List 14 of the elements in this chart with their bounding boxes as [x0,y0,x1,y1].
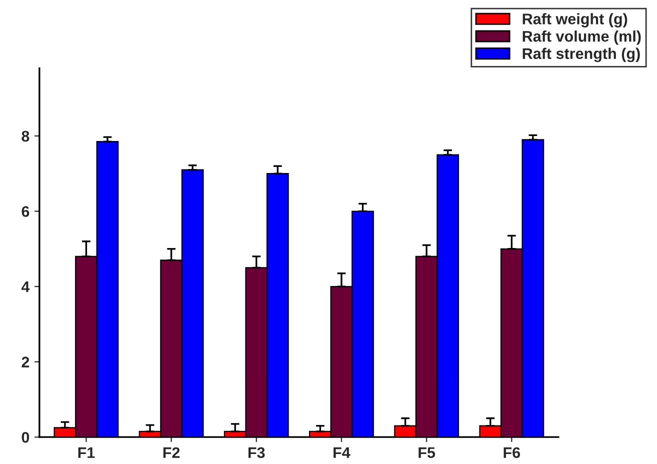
y-tick-label: 4 [21,282,30,292]
x-tick-label: F6 [504,447,520,458]
y-tick-label: 8 [22,130,30,142]
x-tick-label: F1 [78,447,95,458]
y-tick-label: 0 [22,432,30,443]
x-tick-label: F5 [418,447,436,458]
y-tick-label: 2 [22,356,30,368]
x-tick-label: F4 [334,447,350,458]
x-tick-label: F3 [248,447,265,458]
legend-label: Raft volume (ml) [522,30,641,45]
legend-label: Raft strength (g) [522,48,640,62]
x-tick-label: F2 [163,447,180,458]
legend-label: Raft weight (g) [522,13,628,28]
y-tick-label: 6 [22,206,30,217]
